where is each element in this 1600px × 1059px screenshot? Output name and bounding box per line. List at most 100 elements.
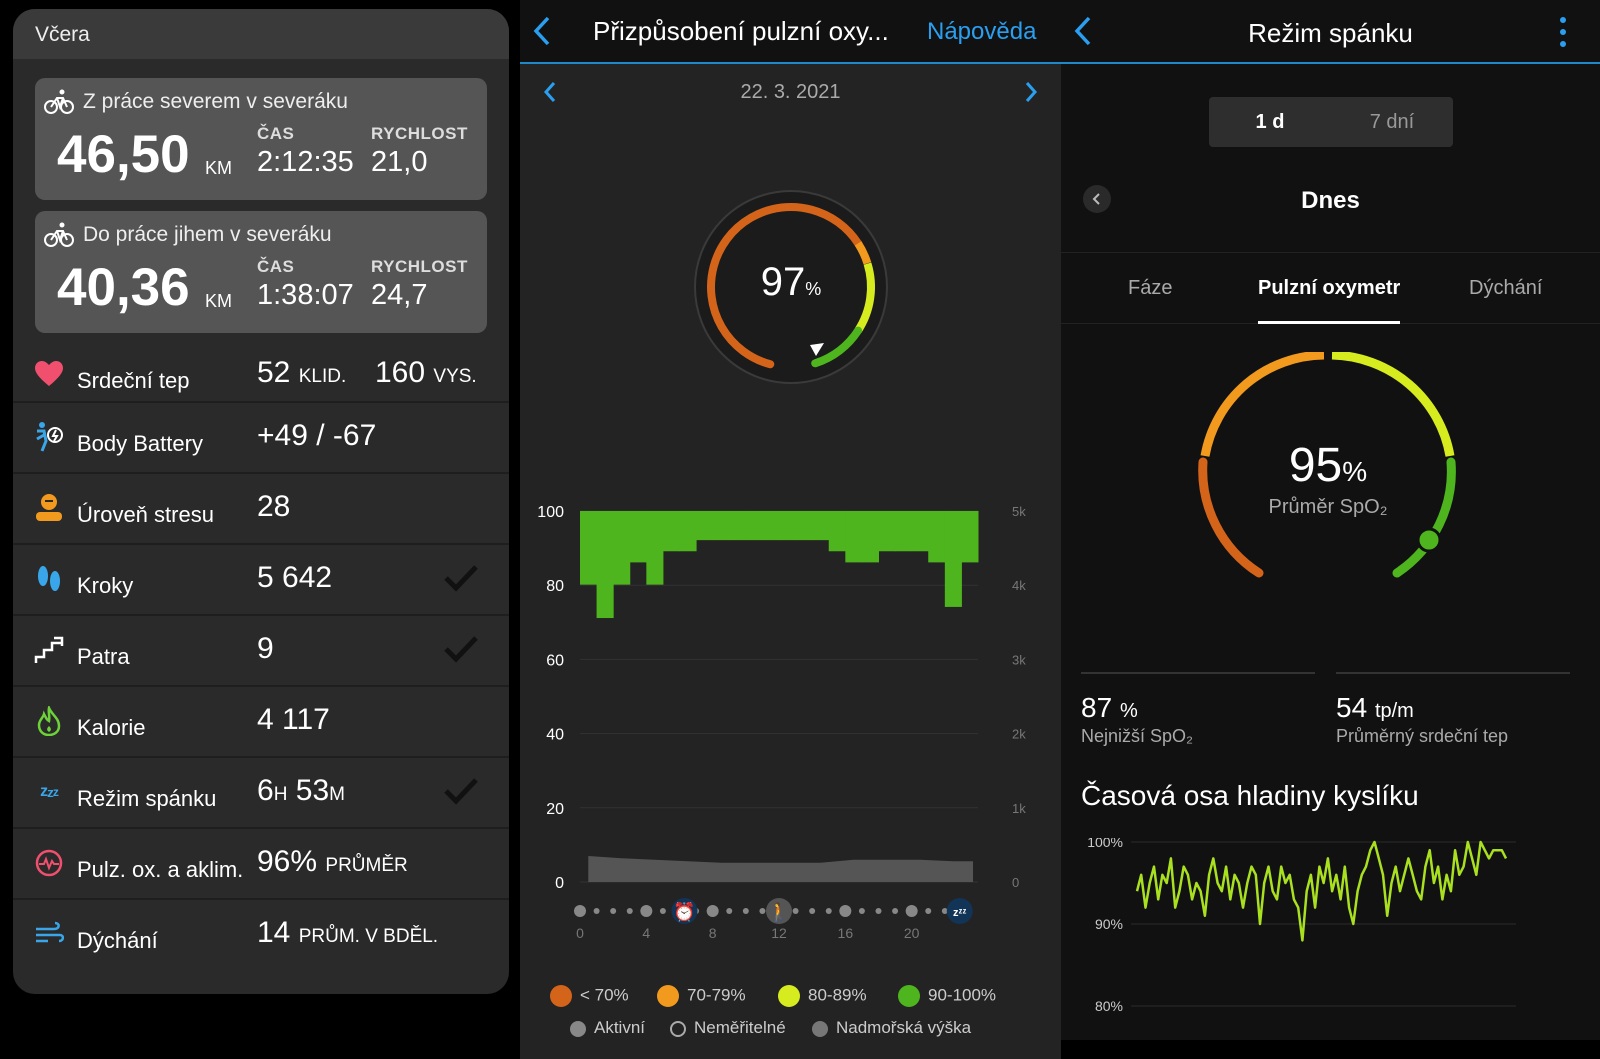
spo2-bar xyxy=(878,511,896,552)
right-bottom-bar xyxy=(1061,1040,1600,1059)
spo2-bar xyxy=(895,511,913,552)
stress-value: 28 xyxy=(257,490,291,523)
row-heart-rate[interactable]: Srdeční tep 52 KLID. 160 VYS. xyxy=(13,340,509,412)
row-label: Kalorie xyxy=(77,715,146,740)
check-icon xyxy=(444,636,478,663)
row-label: Srdeční tep xyxy=(77,368,190,393)
legend-item: < 70% xyxy=(550,985,629,1007)
hour-dot xyxy=(640,905,653,917)
hour-dot xyxy=(659,908,666,914)
tab-phases[interactable]: Fáze xyxy=(1128,277,1173,299)
hour-dot xyxy=(905,905,918,917)
day-label: Dnes xyxy=(1301,187,1360,214)
activity-time: 2:12:35 xyxy=(257,146,354,178)
help-link[interactable]: Nápověda xyxy=(927,18,1037,45)
x-tick-label: 8 xyxy=(709,925,717,941)
flame-icon xyxy=(33,705,65,737)
left-bottom-bar xyxy=(0,994,520,1059)
spo2-bar xyxy=(712,511,730,541)
lowest-spo2-label: Nejnižší SpO₂ xyxy=(1081,726,1194,746)
avg-hr-unit: tp/m xyxy=(1374,700,1414,722)
row-label: Body Battery xyxy=(77,431,203,456)
spo2-bar xyxy=(580,511,598,585)
tab-pulse-ox[interactable]: Pulzní oxymetr xyxy=(1258,277,1401,299)
hour-dot xyxy=(858,908,865,914)
hour-dot xyxy=(792,908,799,914)
row-steps[interactable]: Kroky 5 642 xyxy=(13,543,509,615)
spo2-bar xyxy=(696,511,714,541)
y-right-tick-label: 0 xyxy=(1012,875,1019,890)
row-respiration[interactable]: Dýchání 14 PRŮM. V BDĚL. xyxy=(13,898,509,970)
heart-icon xyxy=(33,358,65,390)
sleep-panel: Režim spánku 1 d 7 dní Dnes Fáze Pulzní … xyxy=(1061,0,1600,1059)
gauge-unit: % xyxy=(805,279,822,299)
back-icon[interactable] xyxy=(1071,14,1095,48)
tab-respiration[interactable]: Dýchání xyxy=(1469,277,1543,299)
y-left-tick-label: 80 xyxy=(546,578,564,595)
row-calories[interactable]: Kalorie 4 117 xyxy=(13,685,509,757)
bike-icon xyxy=(44,222,74,247)
altitude-area xyxy=(588,856,974,882)
daily-summary-panel: Včera Z práce severem v severáku 46,50 K… xyxy=(0,0,520,1059)
y-tick-label: 80% xyxy=(1095,998,1123,1014)
legend-swatch xyxy=(657,985,679,1007)
hour-dot xyxy=(742,908,749,914)
range-segmented-control: 1 d 7 dní xyxy=(1209,97,1453,147)
legend-swatch xyxy=(778,985,800,1007)
row-label: Dýchání xyxy=(77,928,158,953)
x-tick-label: 4 xyxy=(642,925,650,941)
hour-dot xyxy=(825,908,832,914)
sleep-header: Režim spánku xyxy=(1061,0,1600,64)
walking-icon xyxy=(766,898,792,924)
check-icon xyxy=(444,778,478,805)
spo2-bar xyxy=(596,511,614,619)
hour-dot xyxy=(726,908,733,914)
y-right-tick-label: 3k xyxy=(1012,652,1026,667)
spo2-bar xyxy=(928,511,946,563)
y-right-tick-label: 5k xyxy=(1012,504,1026,519)
sleep-tabs: Fáze Pulzní oxymetr Dýchání xyxy=(1061,252,1600,324)
activity-title: Z práce severem v severáku xyxy=(83,90,348,113)
respiration-unit: PRŮM. V BDĚL. xyxy=(298,926,439,947)
row-stress[interactable]: Úroveň stresu 28 xyxy=(13,472,509,544)
row-pulse-ox[interactable]: Pulz. ox. a aklim. 96% PRŮMĚR xyxy=(13,827,509,899)
time-label: ČAS xyxy=(257,257,295,276)
more-menu-icon[interactable] xyxy=(1559,16,1567,48)
hour-dot xyxy=(892,908,899,914)
resting-hr-unit: KLID. xyxy=(298,366,347,387)
legend-item: 80-89% xyxy=(778,985,867,1007)
activity-time: 1:38:07 xyxy=(257,279,354,311)
row-body-battery[interactable]: Body Battery +49 / -67 xyxy=(13,401,509,473)
hour-dot xyxy=(839,905,852,917)
next-day-icon[interactable] xyxy=(1023,80,1039,104)
spo2-bar xyxy=(629,511,647,563)
activity-card[interactable]: Z práce severem v severáku 46,50 KM ČAS … xyxy=(35,78,487,200)
avg-heart-rate-stat: 54 tp/m Průměrný srdeční tep xyxy=(1336,672,1570,747)
sleep-minutes: 53 xyxy=(295,774,330,807)
summary-header: Včera xyxy=(13,9,509,59)
row-label: Patra xyxy=(77,644,130,669)
sleep-hours-unit: H xyxy=(273,784,288,805)
body-battery-icon xyxy=(33,421,65,453)
previous-day-icon[interactable] xyxy=(542,80,558,104)
range-1-day-button[interactable]: 1 d xyxy=(1255,111,1285,133)
steps-icon xyxy=(33,563,65,595)
respiration-icon xyxy=(33,918,65,950)
row-label: Režim spánku xyxy=(77,786,217,811)
walking-icon-glyph: 🚶 xyxy=(768,901,790,923)
hour-dot xyxy=(759,908,766,914)
activity-card[interactable]: Do práce jihem v severáku 40,36 KM ČAS 1… xyxy=(35,211,487,333)
legend-item: Nadmořská výška xyxy=(812,1018,971,1038)
activity-speed: 21,0 xyxy=(371,146,428,178)
row-floors[interactable]: Patra 9 xyxy=(13,614,509,686)
back-icon[interactable] xyxy=(530,14,554,48)
y-right-tick-label: 1k xyxy=(1012,801,1026,816)
legend-label: 80-89% xyxy=(808,985,867,1005)
spo2-bar xyxy=(745,511,763,541)
stress-icon xyxy=(33,492,65,524)
range-7-days-button[interactable]: 7 dní xyxy=(1369,111,1415,133)
previous-day-button[interactable] xyxy=(1083,185,1111,213)
legend-item: Aktivní xyxy=(570,1018,645,1038)
max-hr-value: 160 xyxy=(375,356,426,389)
